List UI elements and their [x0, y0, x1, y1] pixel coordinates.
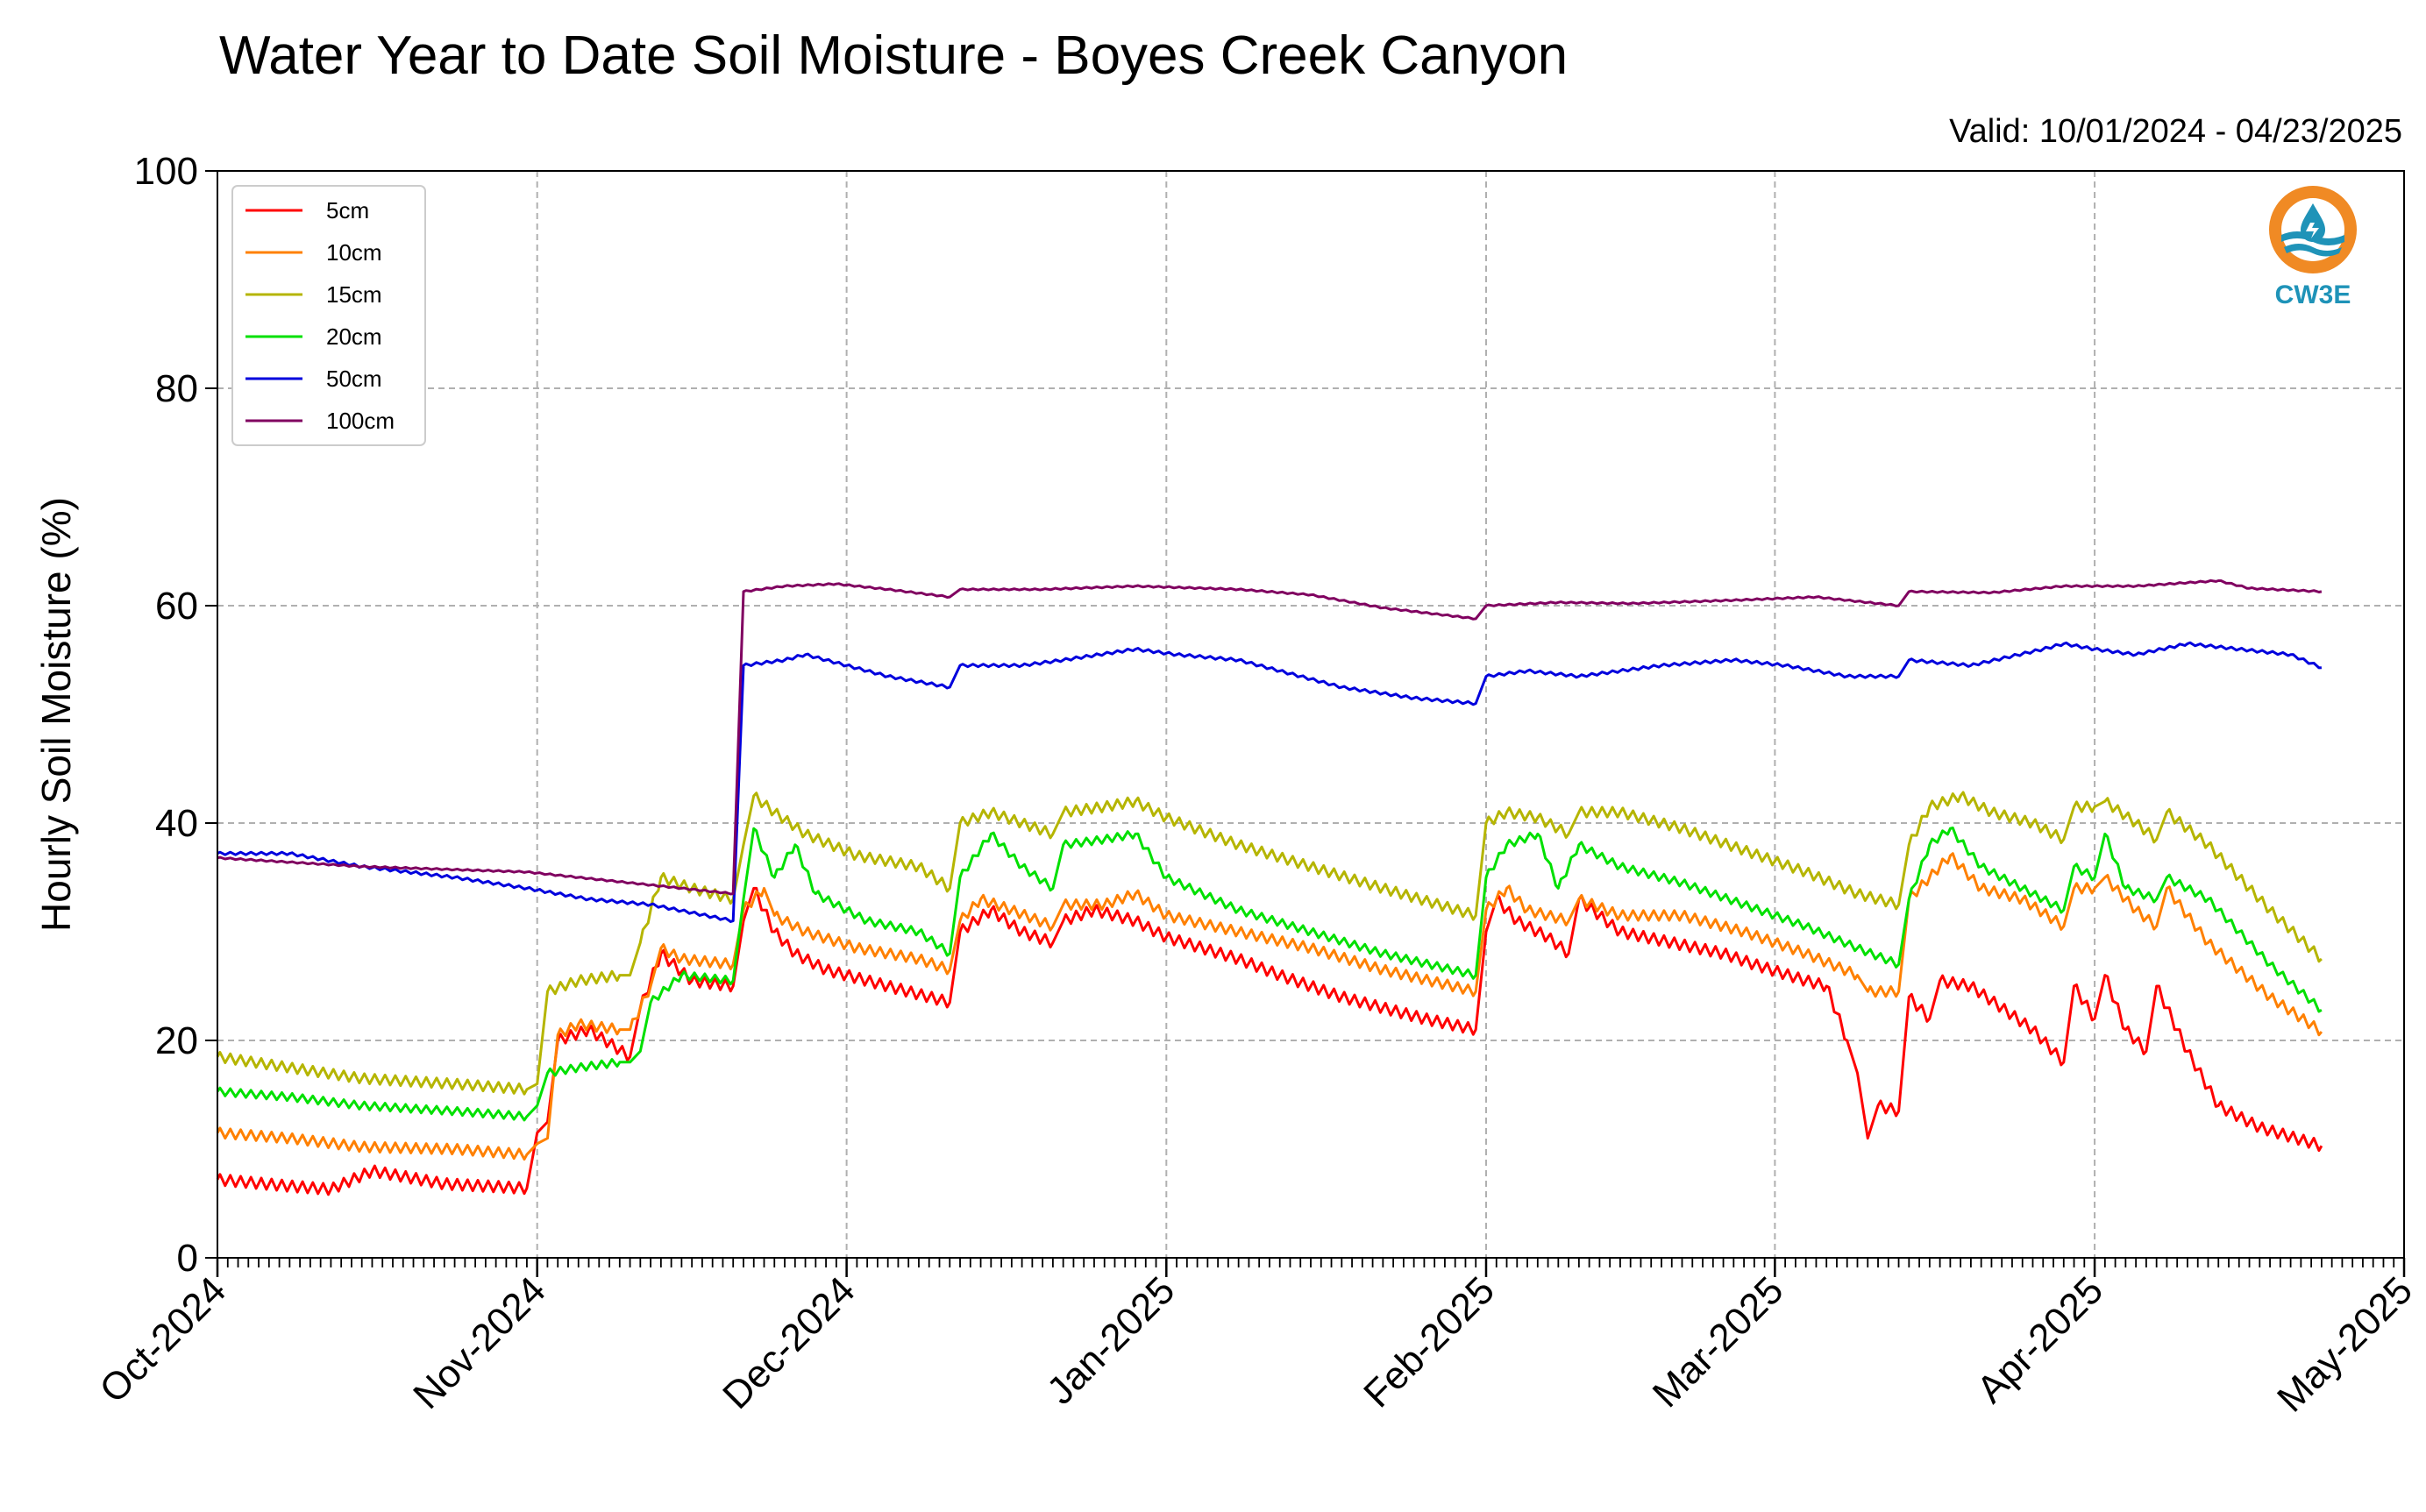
- legend-box: [231, 185, 426, 446]
- y-tick-label: 0: [177, 1237, 198, 1280]
- legend-label: 50cm: [326, 366, 382, 392]
- logo-text: CW3E: [2275, 280, 2351, 309]
- legend-label: 5cm: [326, 197, 369, 224]
- lightning-icon: [2306, 223, 2319, 238]
- series-line-100cm: [217, 579, 2323, 896]
- y-tick-label: 100: [134, 150, 198, 193]
- y-axis-label: Hourly Soil Moisture (%): [33, 497, 79, 932]
- series-lines: [216, 579, 2323, 1196]
- logo-wave-2: [2284, 244, 2342, 257]
- chart-title: Water Year to Date Soil Moisture - Boyes…: [219, 25, 1568, 86]
- y-tick-label: 20: [155, 1019, 198, 1062]
- cw3e-logo: CW3E: [2269, 186, 2357, 309]
- series-line-15cm: [216, 791, 2323, 1096]
- y-axis: 0 20 40 60 80 100: [134, 150, 217, 1280]
- series-line-10cm: [216, 852, 2323, 1161]
- y-tick-label: 60: [155, 585, 198, 628]
- legend: 5cm 10cm 15cm 20cm 50cm 100cm: [231, 185, 426, 446]
- series-line-50cm: [217, 641, 2322, 923]
- legend-label: 10cm: [326, 239, 382, 266]
- y-tick-label: 80: [155, 367, 198, 410]
- series-line-5cm: [216, 886, 2323, 1196]
- legend-label: 15cm: [326, 281, 382, 308]
- legend-label: 100cm: [326, 408, 395, 434]
- y-tick-label: 40: [155, 802, 198, 845]
- legend-label: 20cm: [326, 323, 382, 350]
- series-line-20cm: [216, 827, 2323, 1122]
- chart-subtitle: Valid: 10/01/2024 - 04/23/2025: [1949, 113, 2402, 150]
